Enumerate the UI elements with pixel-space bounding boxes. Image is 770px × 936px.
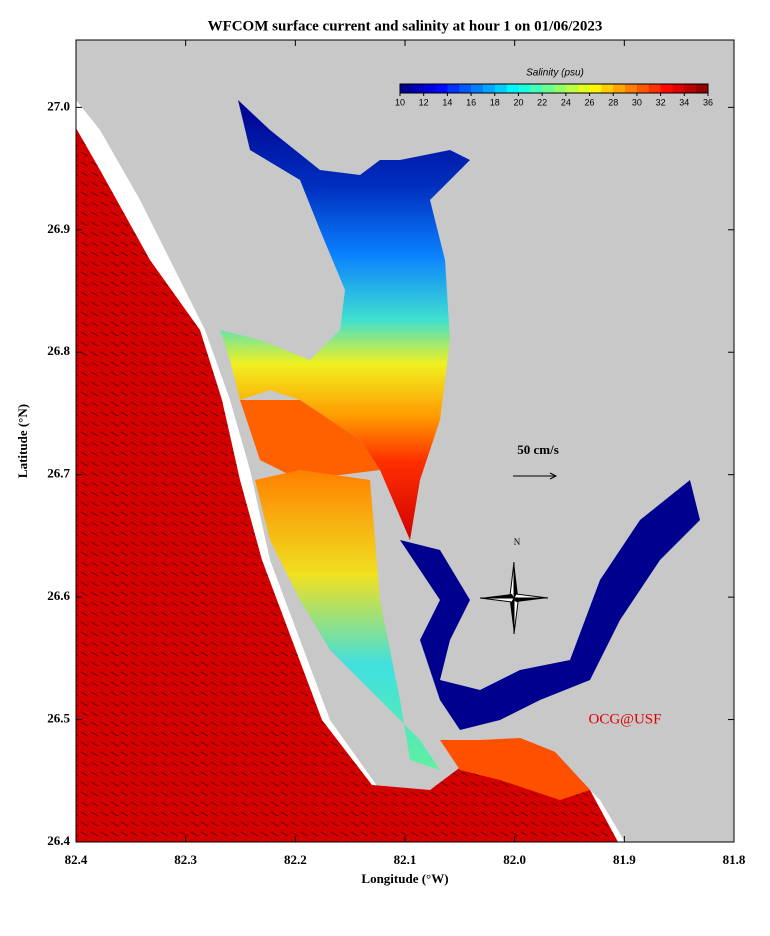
y-tick-label: 26.8 (47, 343, 70, 358)
colorbar-tick-label: 14 (442, 97, 452, 107)
colorbar-cell (625, 84, 638, 93)
chart-title: WFCOM surface current and salinity at ho… (208, 18, 603, 34)
scale-label: 50 cm/s (517, 442, 559, 457)
y-tick-label: 26.9 (47, 221, 70, 236)
compass (479, 561, 549, 635)
colorbar-cell (411, 84, 425, 93)
x-tick-label: 82.4 (65, 852, 88, 867)
colorbar-tick-label: 26 (585, 97, 595, 107)
colorbar: 10 12 14 16 18 20 22 24 26 28 30 32 34 36 (395, 83, 713, 107)
colorbar-cell (423, 84, 437, 93)
colorbar-cell (506, 84, 519, 93)
colorbar-tick-label: 16 (466, 97, 476, 107)
colorbar-tick-label: 10 (395, 97, 405, 107)
x-tick-label: 82.0 (503, 852, 526, 867)
colorbar-cell (400, 84, 413, 93)
x-tick-label: 82.2 (284, 852, 307, 867)
colorbar-tick-label: 12 (419, 97, 429, 107)
x-tick-label: 81.8 (723, 852, 746, 867)
colorbar-cell (494, 84, 508, 93)
colorbar-tick-label: 22 (537, 97, 547, 107)
north-label: N (514, 537, 521, 547)
colorbar-tick-label: 32 (656, 97, 666, 107)
colorbar-cell (672, 84, 685, 93)
colorbar-cell (684, 84, 697, 93)
colorbar-cell (696, 84, 709, 93)
colorbar-cell (565, 84, 579, 93)
colorbar-cell (435, 84, 448, 93)
colorbar-cell (530, 84, 543, 93)
colorbar-cell (518, 84, 531, 93)
colorbar-frame (399, 83, 709, 94)
colorbar-cell (471, 84, 484, 93)
colorbar-cell (648, 84, 662, 93)
colorbar-cell (542, 84, 555, 93)
x-tick-label: 82.3 (174, 852, 197, 867)
y-tick-label: 26.4 (47, 833, 70, 848)
scale-arrow-head (549, 472, 558, 480)
y-tick-label: 26.6 (47, 588, 70, 603)
colorbar-tick-label: 24 (561, 97, 571, 107)
colorbar-label: Salinity (psu) (526, 68, 584, 79)
x-tick-label: 81.9 (613, 852, 636, 867)
x-axis-label: Longitude (°W) (361, 871, 448, 886)
colorbar-cell (601, 84, 614, 93)
credit: OCG@USF (588, 711, 661, 727)
x-tick-label: 82.1 (394, 852, 417, 867)
colorbar-tick-label: 34 (679, 97, 689, 107)
colorbar-cell (447, 84, 460, 93)
colorbar-tick-label: 30 (632, 97, 642, 107)
colorbar-cell (577, 84, 591, 93)
colorbar-cell (660, 84, 673, 93)
colorbar-cell (482, 84, 496, 93)
map (76, 40, 734, 842)
colorbar-cell (589, 84, 602, 93)
y-axis-label: Latitude (°N) (15, 404, 30, 478)
colorbar-tick-label: 28 (608, 97, 618, 107)
y-tick-label: 26.5 (47, 711, 70, 726)
y-tick-label: 26.7 (47, 466, 70, 481)
colorbar-cell (636, 84, 650, 93)
colorbar-tick-label: 18 (490, 97, 500, 107)
colorbar-tick-label: 36 (703, 97, 713, 107)
colorbar-cell (613, 84, 626, 93)
colorbar-cell (459, 84, 472, 93)
colorbar-cell (554, 84, 567, 93)
y-tick-label: 27.0 (47, 98, 70, 113)
colorbar-tick-label: 20 (513, 97, 523, 107)
